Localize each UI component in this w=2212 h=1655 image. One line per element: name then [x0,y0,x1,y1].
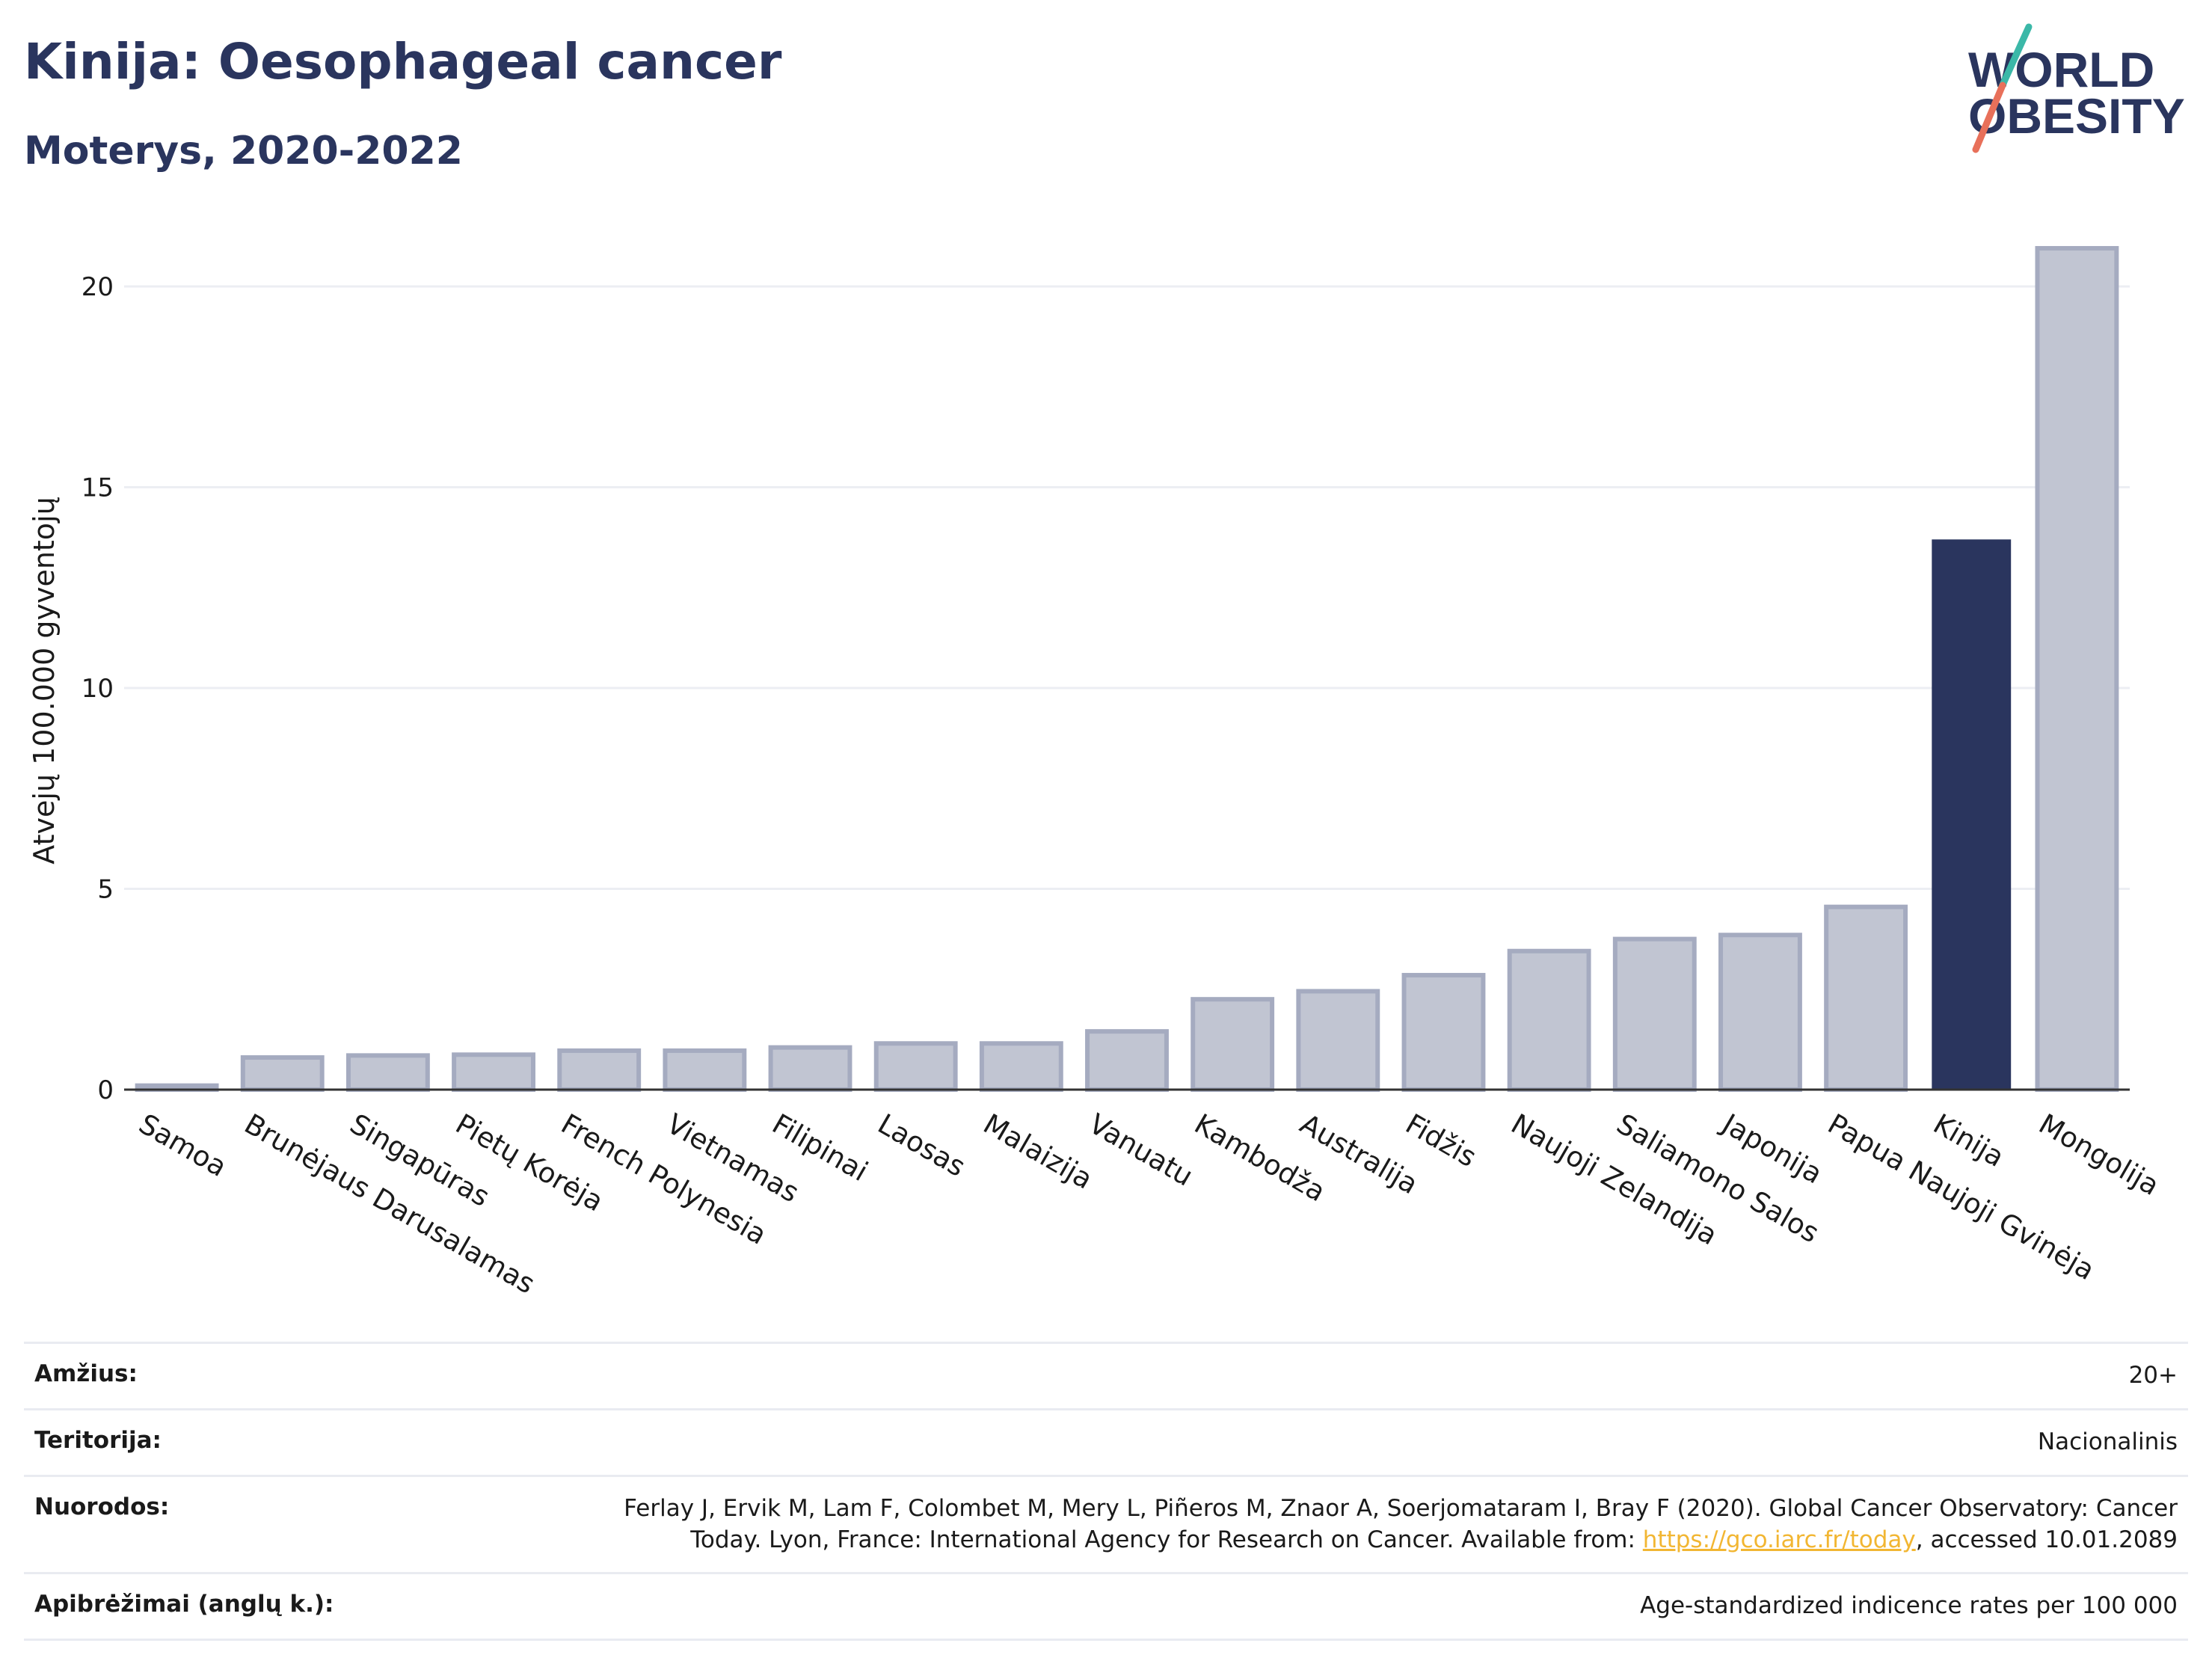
footer-row-definitions: Apibrėžimai (anglų k.): Age-standardized… [24,1572,2188,1642]
references-value: Ferlay J, Ervik M, Lam F, Colombet M, Me… [570,1493,2178,1556]
x-tick-label: Kinija [1928,1108,2009,1173]
definitions-label: Apibrėžimai (anglų k.): [34,1591,334,1618]
x-tick-label: Mongolija [2033,1108,2164,1202]
references-text: Ferlay J, Ervik M, Lam F, Colombet M, Me… [624,1494,2178,1553]
bar-chart: 0 5 10 15 20 Samoa Brunėjaus DarusalamasSinga… [28,245,2165,1301]
footer-row-references: Nuorodos: Ferlay J, Ervik M, Lam F, Colo… [24,1474,2188,1573]
definitions-value: Age-standardized indicence rates per 100… [1640,1592,2178,1620]
y-tick-label: 5 [97,875,114,905]
bar-australija[interactable] [1296,989,1380,1093]
age-label: Amžius: [34,1360,138,1387]
bar-singapūras[interactable] [345,1053,430,1092]
references-accessed: , accessed 10.01.2089 [1915,1526,2178,1553]
bar-vietnamas[interactable] [663,1048,747,1093]
x-tick-label: Laosas [873,1108,971,1183]
info-footer: Amžius: 20+ Teritorija: Nacionalinis Nuo… [24,1342,2188,1642]
bar-brunėjaus-darusalamas[interactable] [240,1055,325,1093]
page-title: Kinija: Oesophageal cancer [24,33,782,90]
page-subtitle: Moterys, 2020-2022 [24,129,463,174]
bar-filipinai[interactable] [768,1045,852,1092]
y-tick-label: 20 [82,272,114,302]
bar-japonija[interactable] [1718,933,1802,1092]
bar-mongolija[interactable] [2035,245,2119,1092]
territory-label: Teritorija: [34,1426,162,1454]
x-tick-label: Fidžis [1400,1108,1481,1173]
chart-grid [124,285,2130,890]
bar-laosas[interactable] [873,1041,958,1092]
x-axis-ticks: Samoa Brunėjaus DarusalamasSingapūrasPiet… [133,1107,2164,1300]
bar-saliamono-salos[interactable] [1612,936,1697,1092]
x-tick-label: Vanuatu [1084,1108,1199,1193]
bar-fidžis[interactable] [1401,972,1486,1092]
footer-row-territory: Teritorija: Nacionalinis [24,1407,2188,1475]
y-axis-ticks: 0 5 10 15 20 [82,272,114,1105]
bar-pietų-korėja[interactable] [452,1052,535,1093]
world-obesity-logo-icon: WORLD OBESITY [1968,23,2185,153]
territory-value: Nacionalinis [2037,1428,2178,1455]
world-obesity-logo: WORLD OBESITY [1929,21,2199,163]
references-label: Nuorodos: [34,1493,170,1520]
y-tick-label: 15 [82,473,114,503]
age-value: 20+ [2128,1362,2178,1389]
y-tick-label: 10 [82,674,114,704]
logo-line2: OBESITY [1968,88,2185,144]
bar-french-polynesia[interactable] [557,1048,642,1093]
bar-kambodža[interactable] [1191,997,1275,1093]
bar-malaizija[interactable] [979,1041,1063,1092]
x-tick-label: Samoa [133,1108,232,1183]
y-axis-label: Atvejų 100.000 gyventojų [28,497,61,864]
y-tick-label: 0 [97,1075,114,1105]
x-tick-label: Malaizija [978,1108,1098,1195]
bar-papua-naujoji-gvinėja[interactable] [1824,904,1908,1093]
chart-bars [135,245,2119,1093]
references-link[interactable]: https://gco.iarc.fr/today [1642,1526,1916,1553]
footer-row-age: Amžius: 20+ [24,1342,2188,1408]
bar-kinija[interactable] [1932,539,2012,1090]
bar-naujoji-zelandija[interactable] [1507,948,1591,1092]
bar-vanuatu[interactable] [1085,1029,1169,1093]
